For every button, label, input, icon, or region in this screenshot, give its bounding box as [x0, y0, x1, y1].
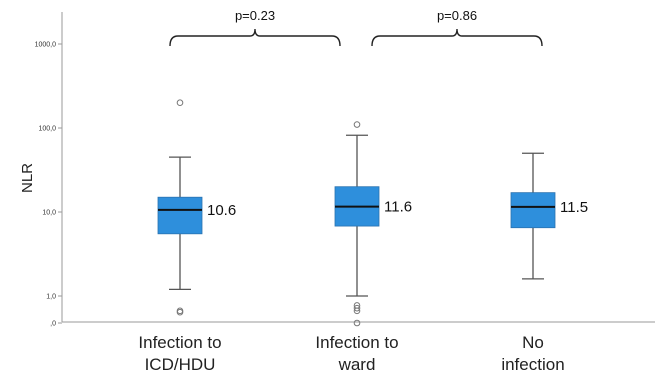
y-axis-label: NLR — [19, 163, 36, 193]
outlier-point — [176, 308, 184, 316]
x-category-label: Infection to — [315, 333, 398, 352]
outlier-point — [353, 307, 361, 315]
x-category-label: ICD/HDU — [145, 355, 216, 374]
median-label: 11.5 — [560, 199, 588, 216]
outlier-point — [353, 304, 361, 312]
iqr-box — [157, 196, 203, 235]
median-label: 11.6 — [384, 199, 412, 216]
median-label: 10.6 — [207, 202, 236, 219]
comparison-bracket — [371, 28, 543, 47]
x-category-label: No — [522, 333, 544, 352]
y-tick-label: 1,0 — [46, 294, 56, 301]
y-tick-label: 100,0 — [38, 126, 56, 133]
outlier-point — [176, 99, 184, 107]
comparison-bracket — [169, 28, 341, 47]
iqr-box — [510, 192, 556, 229]
y-tick-label: 10,0 — [42, 210, 56, 217]
x-category-label: Infection to — [138, 333, 221, 352]
p-value-label: p=0.23 — [235, 8, 275, 23]
y-tick-label: 1000,0 — [35, 42, 57, 49]
p-value-label: p=0.86 — [437, 8, 477, 23]
outlier-point — [353, 319, 361, 327]
x-category-label: ward — [338, 355, 376, 374]
y-tick-label: ,0 — [50, 321, 56, 328]
x-category-label: infection — [501, 355, 564, 374]
outlier-point — [353, 121, 361, 128]
